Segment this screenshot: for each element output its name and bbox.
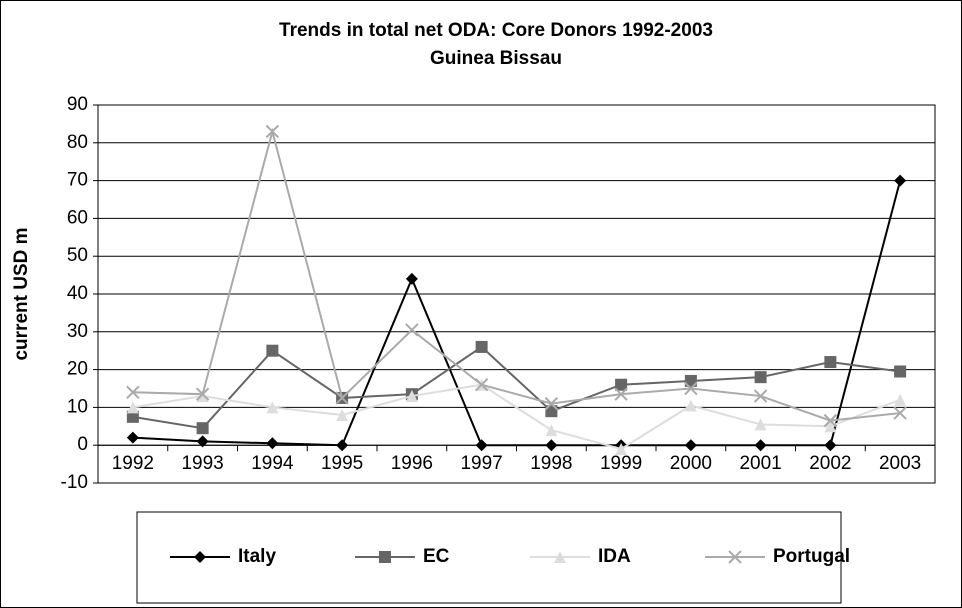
y-tick-label: 0 (77, 434, 88, 455)
marker (684, 374, 697, 387)
x-tick-label: 1996 (391, 453, 433, 474)
marker (754, 439, 767, 452)
y-tick-label: 20 (67, 359, 88, 380)
marker (554, 551, 566, 563)
legend-label: EC (423, 546, 450, 567)
marker (266, 437, 279, 450)
marker (545, 439, 558, 452)
marker (893, 406, 907, 420)
x-tick-label: 1992 (112, 453, 154, 474)
marker (405, 323, 419, 337)
marker (544, 396, 559, 411)
marker (126, 385, 140, 399)
marker (266, 344, 279, 357)
marker (824, 420, 837, 433)
y-tick-label: 50 (67, 245, 88, 266)
x-tick-label: 1993 (181, 453, 223, 474)
marker (335, 391, 349, 405)
marker (336, 439, 349, 452)
marker (728, 550, 742, 564)
y-tick-label: 60 (67, 207, 88, 228)
series-line (132, 127, 901, 422)
marker (894, 365, 907, 378)
series-line (132, 383, 901, 451)
marker (194, 551, 206, 563)
marker (196, 422, 209, 435)
marker (824, 439, 837, 452)
marker (545, 405, 558, 418)
marker (753, 389, 768, 403)
marker (684, 381, 698, 396)
series-line (132, 180, 902, 447)
marker (615, 442, 628, 455)
marker (266, 401, 279, 414)
marker (265, 124, 280, 139)
x-tick-label: 2002 (809, 453, 851, 474)
y-tick-label: 10 (67, 396, 88, 417)
x-tick-label: 1997 (460, 453, 502, 474)
x-tick-label: 1999 (600, 453, 642, 474)
marker (894, 393, 907, 406)
marker (475, 439, 488, 452)
marker (545, 424, 558, 437)
marker (196, 390, 209, 403)
marker (405, 390, 418, 403)
x-tick-label: 2001 (739, 453, 781, 474)
marker (195, 387, 210, 401)
y-tick-label: 30 (67, 321, 88, 342)
marker (474, 378, 489, 392)
marker (614, 387, 628, 401)
marker (684, 439, 697, 452)
y-axis-label: current USD m (11, 227, 32, 360)
x-tick-label: 1995 (321, 453, 363, 474)
marker (615, 378, 628, 391)
marker (684, 399, 697, 412)
marker (126, 401, 139, 414)
chart-title: Trends in total net ODA: Core Donors 199… (279, 20, 713, 41)
marker (823, 413, 838, 428)
legend-label: Portugal (773, 546, 850, 567)
y-tick-label: 70 (67, 170, 88, 191)
marker (196, 435, 209, 448)
series-line (132, 345, 901, 430)
y-tick-label: 90 (67, 94, 88, 115)
x-tick-label: 2003 (879, 453, 921, 474)
x-tick-label: 2000 (670, 453, 712, 474)
legend-label: Italy (238, 546, 276, 567)
legend-label: IDA (598, 546, 631, 567)
marker (126, 410, 139, 423)
x-tick-label: 1994 (251, 453, 294, 474)
y-tick-label: 80 (67, 132, 88, 153)
marker (475, 340, 488, 353)
marker (126, 431, 139, 444)
marker (379, 551, 391, 563)
y-tick-label: 40 (67, 283, 88, 304)
chart-subtitle: Guinea Bissau (430, 48, 562, 69)
marker (754, 418, 767, 431)
marker (824, 356, 837, 369)
marker (894, 174, 907, 187)
x-tick-label: 1998 (530, 453, 572, 474)
marker (754, 371, 767, 384)
marker (336, 408, 349, 421)
marker (405, 272, 418, 285)
y-tick-label: -10 (61, 472, 88, 493)
